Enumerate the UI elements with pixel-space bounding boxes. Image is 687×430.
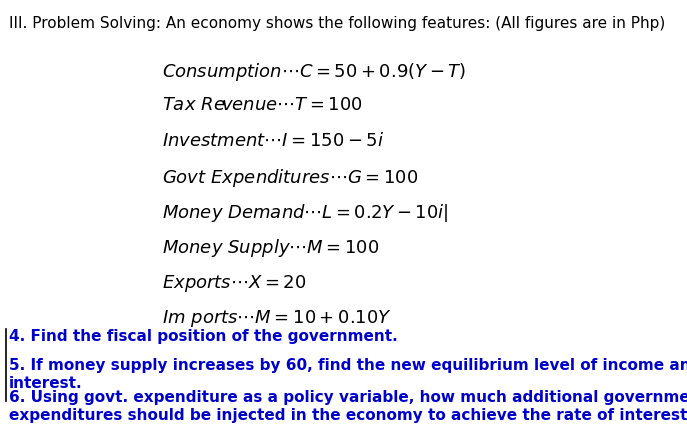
Text: $\mathit{Investment}{\cdots}I = 150-5i$: $\mathit{Investment}{\cdots}I = 150-5i$ [161, 132, 384, 150]
Text: 5. If money supply increases by 60, find the new equilibrium level of income and: 5. If money supply increases by 60, find… [9, 357, 687, 391]
Text: $\mathit{Consumption}{\cdots}C = 50+0.9(Y-T)$: $\mathit{Consumption}{\cdots}C = 50+0.9(… [161, 61, 466, 83]
Text: $\mathit{Tax\ Re\!venue}{\cdots}T = 100$: $\mathit{Tax\ Re\!venue}{\cdots}T = 100$ [161, 96, 363, 114]
Text: $\mathit{Govt\ Expenditures}{\cdots}G = 100$: $\mathit{Govt\ Expenditures}{\cdots}G = … [161, 167, 418, 189]
Text: III. Problem Solving: An economy shows the following features: (All figures are : III. Problem Solving: An economy shows t… [9, 16, 665, 31]
Text: 6. Using govt. expenditure as a policy variable, how much additional government
: 6. Using govt. expenditure as a policy v… [9, 390, 687, 423]
Text: $\mathit{Money\ Supply}{\cdots}M = 100$: $\mathit{Money\ Supply}{\cdots}M = 100$ [161, 237, 379, 259]
Text: $\mathit{Exports}{\cdots}X = 20$: $\mathit{Exports}{\cdots}X = 20$ [161, 273, 306, 294]
Text: $\mathit{Money\ Demand}{\cdots}L = 0.2Y-10i|$: $\mathit{Money\ Demand}{\cdots}L = 0.2Y-… [161, 202, 448, 224]
Text: 4. Find the fiscal position of the government.: 4. Find the fiscal position of the gover… [9, 329, 397, 344]
Text: $\mathit{Im\ ports}{\cdots}M = 10+0.10Y$: $\mathit{Im\ ports}{\cdots}M = 10+0.10Y$ [161, 308, 392, 329]
